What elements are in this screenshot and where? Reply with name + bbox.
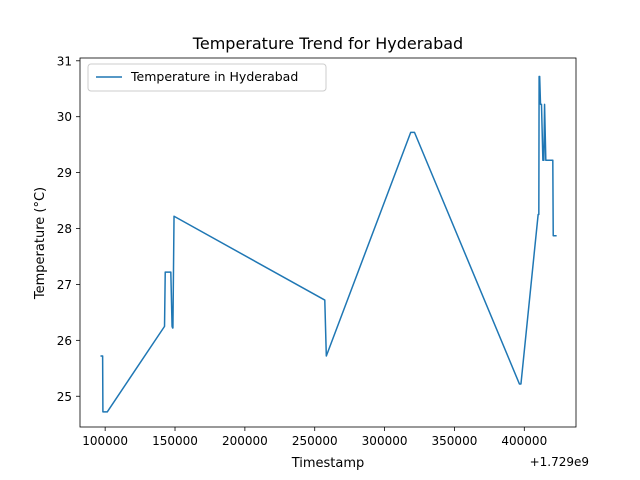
legend: Temperature in Hyderabad (87, 63, 327, 92)
y-tick-label: 26 (57, 334, 72, 348)
plot-area (80, 58, 576, 427)
x-tick-label: 300000 (362, 434, 408, 448)
y-tick-label: 28 (57, 222, 72, 236)
legend-label: Temperature in Hyderabad (130, 69, 298, 84)
series-line (100, 75, 557, 413)
y-tick-label: 31 (57, 54, 72, 68)
y-tick-label: 30 (57, 110, 72, 124)
x-axis-offset-label: +1.729e9 (530, 455, 589, 469)
x-tick-label: 250000 (292, 434, 338, 448)
x-tick-label: 100000 (82, 434, 128, 448)
x-tick-label: 150000 (152, 434, 198, 448)
y-axis-label: Temperature (°C) (33, 187, 48, 300)
y-tick-label: 29 (57, 166, 72, 180)
y-tick-label: 25 (57, 390, 72, 404)
series-layer (100, 75, 557, 413)
x-tick-label: 200000 (222, 434, 268, 448)
axes-frame (79, 57, 577, 428)
x-axis-label: Timestamp (291, 456, 365, 471)
x-tick-label: 400000 (501, 434, 547, 448)
x-tick-label: 350000 (432, 434, 478, 448)
legend-box (87, 63, 327, 92)
y-tick-label: 27 (57, 278, 72, 292)
y-axis-ticks: 25 26 27 28 29 30 31 (57, 54, 80, 404)
x-axis-ticks: 100000 150000 200000 250000 300000 350000 4000… (82, 427, 547, 448)
chart-title: Temperature Trend for Hyderabad (192, 34, 463, 53)
